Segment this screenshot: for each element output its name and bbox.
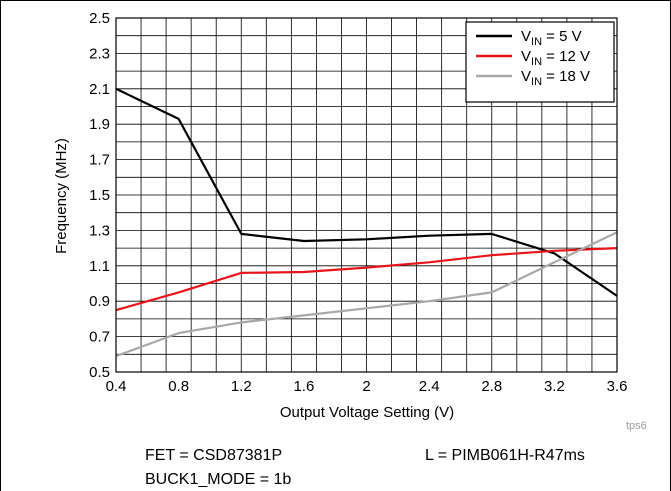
series-line-2 (115, 247, 618, 312)
y-tick-label: 2.1 (89, 81, 110, 98)
y-tick-label: 2.3 (89, 45, 110, 62)
footer-mode: BUCK1_MODE = 1b (145, 471, 291, 488)
plot-area (115, 17, 618, 373)
y-tick-label: 0.5 (89, 364, 110, 381)
x-tick-label: 2.4 (419, 378, 440, 395)
series-line-1 (115, 87, 618, 297)
footer-inductor: L = PIMB061H-R47ms (425, 447, 585, 464)
x-axis-label: Output Voltage Setting (V) (280, 404, 454, 421)
x-tick-labels: 0.4 0.8 1.2 1.6 2 2.4 2.8 3.2 3.6 (106, 378, 628, 395)
figure-code: tps6 (626, 420, 647, 432)
series-lines (115, 87, 618, 358)
legend-label-1: VIN = 5 V (521, 28, 582, 48)
y-tick-label: 1.7 (89, 152, 110, 169)
y-tick-label: 0.9 (89, 293, 110, 310)
y-tick-label: 2.5 (89, 10, 110, 27)
y-axis-label: Frequency (MHz) (53, 138, 70, 254)
legend-label-3: VIN = 18 V (521, 68, 590, 88)
y-tick-label: 1.3 (89, 222, 110, 239)
x-tick-label: 2 (362, 378, 370, 395)
x-tick-label: 3.6 (607, 378, 628, 395)
x-tick-label: 1.6 (293, 378, 314, 395)
x-tick-label: 0.4 (106, 378, 127, 395)
x-tick-label: 0.8 (168, 378, 189, 395)
x-tick-label: 1.2 (231, 378, 252, 395)
y-tick-label: 1.9 (89, 116, 110, 133)
grid-lines (116, 18, 617, 372)
x-tick-label: 2.8 (481, 378, 502, 395)
series-line-3 (115, 231, 618, 358)
x-tick-label: 3.2 (544, 378, 565, 395)
y-tick-label: 1.1 (89, 258, 110, 275)
legend-label-2: VIN = 12 V (521, 48, 590, 68)
footer-fet: FET = CSD87381P (145, 447, 282, 464)
y-tick-labels: 0.5 0.7 0.9 1.1 1.3 1.5 1.7 1.9 2.1 2.3 2.5 (89, 10, 110, 381)
y-tick-label: 1.5 (89, 187, 110, 204)
y-tick-label: 0.7 (89, 329, 110, 346)
